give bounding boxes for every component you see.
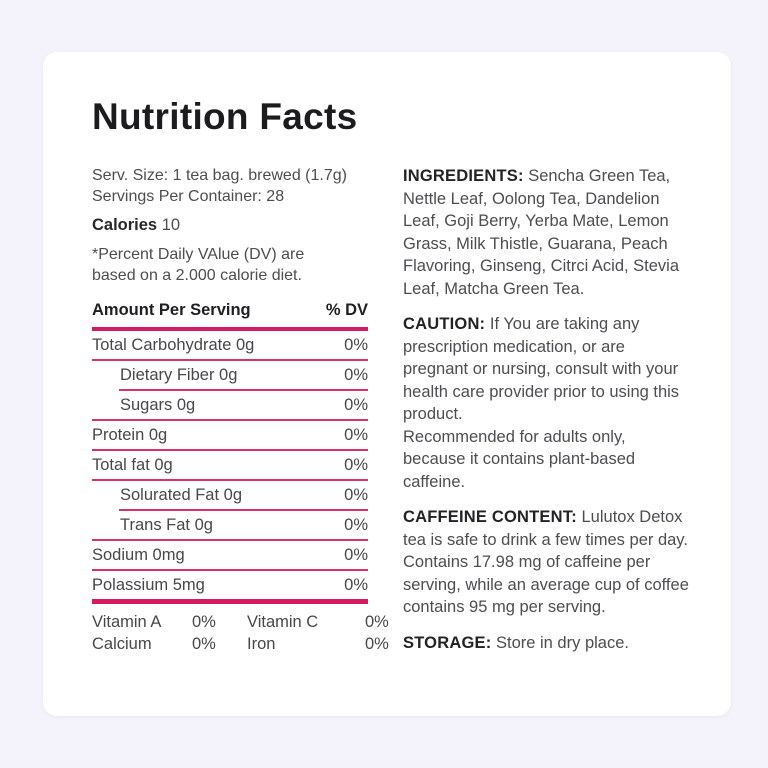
nutrient-value: 0% (344, 425, 368, 444)
ingredients-section: INGREDIENTS: Sencha Green Tea, Nettle Le… (403, 165, 691, 300)
nutrient-value: 0% (344, 515, 368, 534)
header-rule (92, 327, 368, 331)
micro-label: Calcium (92, 635, 152, 653)
info-panel: INGREDIENTS: Sencha Green Tea, Nettle Le… (403, 165, 691, 667)
caffeine-content-body: Lulutox Detox tea is safe to drink a few… (403, 508, 689, 616)
nutrient-label: Trans Fat 0g (120, 515, 213, 534)
table-row: Trans Fat 0g 0% (92, 511, 368, 539)
caution-heading: CAUTION: (403, 315, 486, 333)
row-rule (92, 419, 368, 421)
nutrient-label: Total Carbohydrate 0g (92, 335, 255, 354)
caffeine-content-section: CAFFEINE CONTENT: Lulutox Detox tea is s… (403, 506, 691, 619)
nutrient-label: Protein 0g (92, 425, 168, 444)
nutrient-value: 0% (344, 365, 368, 384)
page-title: Nutrition Facts (92, 96, 358, 137)
row-rule (92, 539, 368, 541)
label-columns: Serv. Size: 1 tea bag. brewed (1.7g) Ser… (92, 165, 691, 667)
nutrient-value: 0% (344, 455, 368, 474)
nutrient-value: 0% (344, 575, 368, 594)
table-header: Amount Per Serving % DV (92, 301, 368, 327)
footer-rule (92, 599, 368, 604)
nutrient-label: Dietary Fiber 0g (120, 365, 238, 384)
calories-line: Calories 10 (92, 214, 368, 236)
calories-label: Calories (92, 216, 158, 234)
micro-value: 0% (365, 635, 389, 653)
row-rule (92, 479, 368, 481)
row-rule (119, 389, 368, 391)
table-row: Total Carbohydrate 0g 0% (92, 331, 368, 359)
table-row: Sugars 0g 0% (92, 391, 368, 419)
daily-value-note: *Percent Daily VAlue (DV) are based on a… (92, 246, 305, 284)
calories-value: 10 (161, 216, 181, 234)
micro-label: Vitamin A (92, 613, 162, 631)
serving-size-line: Serv. Size: 1 tea bag. brewed (1.7g) (92, 167, 347, 184)
servings-per-container-line: Servings Per Container: 28 (92, 188, 285, 205)
ingredients-body: Sencha Green Tea, Nettle Leaf, Oolong Te… (403, 167, 680, 298)
nutrient-value: 0% (344, 335, 368, 354)
nutrition-label-card: Nutrition Facts Serv. Size: 1 tea bag. b… (43, 52, 731, 716)
table-row: Total fat 0g 0% (92, 451, 368, 479)
nutrition-table: Amount Per Serving % DV Total Carbohydra… (92, 301, 389, 655)
percent-dv-header: % DV (325, 301, 368, 319)
micro-label: Vitamin C (247, 613, 319, 631)
storage-heading: STORAGE: (403, 633, 492, 652)
micro-label: Iron (247, 635, 276, 653)
row-rule (92, 449, 368, 451)
micro-value: 0% (192, 613, 216, 631)
nutrient-label: Sodium 0mg (92, 545, 185, 564)
row-rule (92, 569, 368, 571)
table-row: Dietary Fiber 0g 0% (92, 361, 368, 389)
caffeine-content-heading: CAFFEINE CONTENT: (403, 508, 577, 526)
row-rule (119, 509, 368, 511)
nutrient-label: Sugars 0g (120, 395, 196, 414)
nutrient-label: Total fat 0g (92, 455, 173, 474)
micronutrients-grid: Vitamin A 0% Vitamin C 0% Calcium 0% Iro… (92, 612, 389, 655)
storage-section: STORAGE: Store in dry place. (403, 632, 691, 655)
ingredients-heading: INGREDIENTS: (403, 167, 524, 185)
caution-body: If You are taking any prescription medic… (403, 315, 680, 491)
storage-body: Store in dry place. (495, 633, 629, 652)
nutrition-panel: Serv. Size: 1 tea bag. brewed (1.7g) Ser… (92, 165, 389, 667)
nutrient-value: 0% (344, 485, 368, 504)
caution-section: CAUTION: If You are taking any prescript… (403, 313, 691, 493)
table-row: Polassium 5mg 0% (92, 571, 368, 599)
table-row: Sodium 0mg 0% (92, 541, 368, 569)
table-row: Protein 0g 0% (92, 421, 368, 449)
micro-value: 0% (365, 613, 389, 631)
row-rule (92, 359, 368, 361)
nutrient-value: 0% (344, 545, 368, 564)
micro-value: 0% (192, 635, 216, 653)
nutrient-label: Solurated Fat 0g (120, 485, 242, 504)
table-row: Solurated Fat 0g 0% (92, 481, 368, 509)
nutrient-label: Polassium 5mg (92, 575, 205, 594)
amount-per-serving-header: Amount Per Serving (92, 301, 251, 319)
nutrient-value: 0% (344, 395, 368, 414)
